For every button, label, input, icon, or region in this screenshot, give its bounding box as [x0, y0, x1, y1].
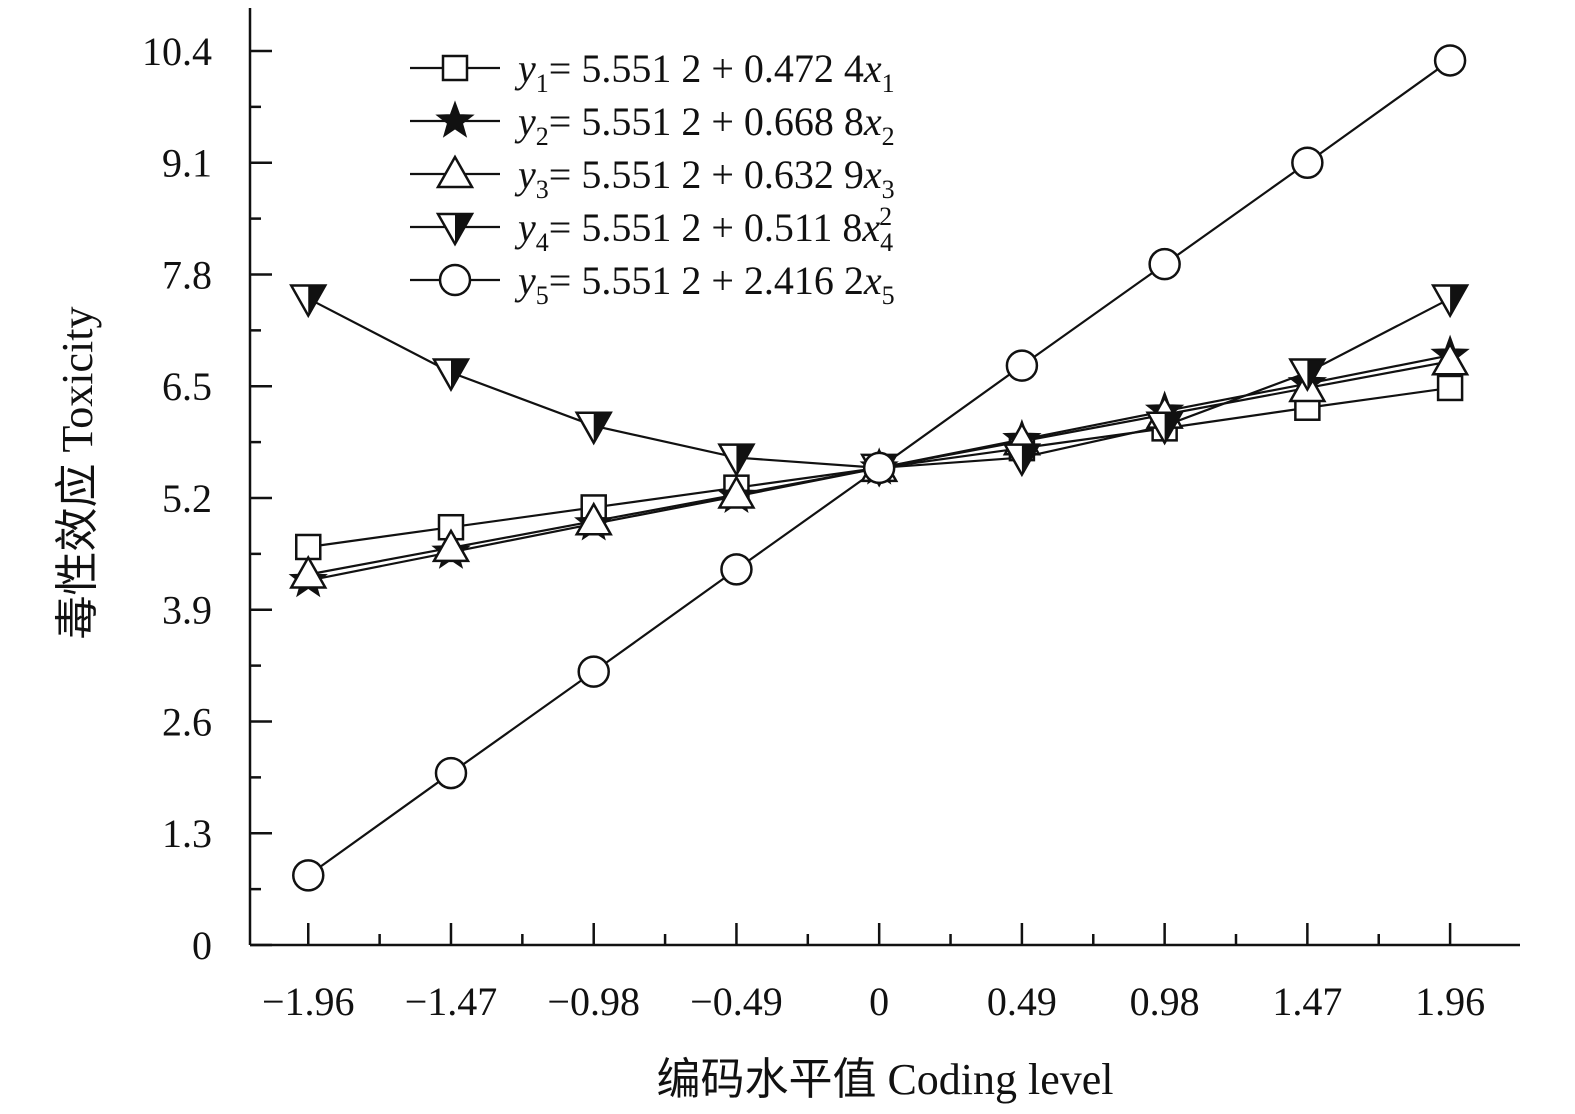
marker-outline	[574, 411, 613, 446]
legend-xsub: 5	[882, 281, 895, 310]
legend-xsub: 2	[882, 122, 895, 151]
legend-text: = 5.551 2 + 0.668 8	[549, 99, 864, 144]
x-tick-label: −0.98	[547, 979, 640, 1024]
legend-xsub: 1	[882, 69, 895, 98]
legend-sub: 2	[536, 122, 549, 151]
legend-marker	[435, 154, 475, 189]
legend-xvar: x	[863, 46, 882, 91]
series-5-point	[577, 655, 610, 688]
legend-entry-3: y3= 5.551 2 + 0.632 9x3	[410, 152, 895, 204]
legend-xvar: x	[863, 152, 882, 197]
x-tick-label: 0	[869, 979, 889, 1024]
x-tick-label: 0.49	[987, 979, 1057, 1024]
legend-marker	[438, 263, 472, 297]
legend-xvar: x	[861, 205, 880, 250]
x-tick-label: −1.47	[405, 979, 498, 1024]
legend-xvar: x	[863, 258, 882, 303]
marker-outline	[1288, 358, 1327, 393]
series-5-point	[1291, 146, 1324, 179]
series-4-point	[431, 358, 471, 393]
series-4-point	[1288, 358, 1327, 393]
legend-label: y4= 5.551 2 + 0.511 8x42	[514, 202, 893, 257]
legend-entry-1: y1= 5.551 2 + 0.472 4x1	[410, 46, 895, 98]
series-4-point	[1002, 443, 1042, 478]
legend-var: y	[514, 258, 536, 303]
series-4-point	[289, 284, 328, 319]
y-tick-label: 9.1	[162, 141, 212, 186]
y-tick-label: 6.5	[162, 364, 212, 409]
x-tick-label: −0.49	[690, 979, 783, 1024]
legend-xvar: x	[863, 99, 882, 144]
series-markers	[288, 44, 1470, 892]
marker-outline	[1430, 284, 1470, 319]
y-tick-label: 2.6	[162, 699, 212, 744]
marker-outline	[1002, 443, 1042, 478]
marker-outline	[431, 358, 471, 393]
x-tick-label: 0.98	[1130, 979, 1200, 1024]
legend-xsub: 3	[882, 175, 895, 204]
legend-label: y2= 5.551 2 + 0.668 8x2	[514, 99, 895, 151]
y-tick-label: 7.8	[162, 252, 212, 297]
legend-sub: 1	[536, 69, 549, 98]
marker-outline	[289, 284, 328, 319]
series-5-point	[1005, 349, 1039, 382]
legend-var: y	[514, 205, 536, 250]
legend-entry-4: y4= 5.551 2 + 0.511 8x42	[410, 202, 893, 257]
legend-text: = 5.551 2 + 0.511 8	[549, 205, 863, 250]
legend-text: = 5.551 2 + 0.632 9	[549, 152, 864, 197]
legend-sub: 4	[536, 228, 549, 257]
marker-outline	[1145, 411, 1184, 446]
marker-outline	[717, 443, 756, 478]
y-tick-label: 5.2	[162, 476, 212, 521]
legend-label: y1= 5.551 2 + 0.472 4x1	[514, 46, 895, 98]
legend-entry-5: y5= 5.551 2 + 2.416 2x5	[410, 258, 895, 310]
legend-marker	[435, 212, 475, 247]
y-tick-label: 0	[192, 923, 212, 968]
series-4-point	[1430, 284, 1470, 319]
series-4-point	[574, 411, 613, 446]
series-4-point	[1145, 411, 1184, 446]
x-tick-label: −1.96	[262, 979, 355, 1024]
x-axis-title: 编码水平值 Coding level	[656, 1055, 1113, 1104]
series-5-point	[1148, 247, 1181, 281]
y-tick-label: 10.4	[142, 29, 212, 74]
x-tick-label: 1.96	[1415, 979, 1485, 1024]
x-tick-label: 1.47	[1272, 979, 1342, 1024]
legend-sub: 5	[536, 281, 549, 310]
series-5-point	[1433, 44, 1467, 77]
series-5-point	[720, 553, 753, 586]
legend-text: = 5.551 2 + 2.416 2	[549, 258, 864, 303]
series-5-point	[292, 859, 325, 892]
axes: 0 1.3 2.6 3.9 5.2 6.5 7.8 9.1 10.4 −1.96 −1.47 −0.9…	[142, 8, 1520, 1024]
series-3-point	[289, 554, 328, 589]
series-3-point	[431, 528, 471, 563]
legend-xsub: 4	[880, 228, 893, 257]
legend-label: y5= 5.551 2 + 2.416 2x5	[514, 258, 895, 310]
series-3-point	[1430, 341, 1470, 376]
series-4-point	[717, 443, 756, 478]
legend-var: y	[514, 46, 536, 91]
legend-entry-2: y2= 5.551 2 + 0.668 8x2	[410, 99, 895, 151]
legend-var: y	[514, 99, 536, 144]
marker-outline	[435, 212, 475, 247]
legend-marker	[435, 100, 475, 138]
series-3-point	[574, 501, 613, 536]
legend-var: y	[514, 152, 536, 197]
legend-label: y3= 5.551 2 + 0.632 9x3	[514, 152, 895, 204]
legend-sub: 3	[536, 175, 549, 204]
legend-text: = 5.551 2 + 0.472 4	[549, 46, 864, 91]
legend-marker	[441, 54, 469, 82]
series-4-line	[307, 297, 1451, 470]
series-5-point	[434, 756, 468, 790]
series-1-point	[1436, 374, 1464, 402]
series-5-point	[862, 451, 896, 485]
legend-sup: 2	[879, 202, 892, 231]
y-tick-label: 3.9	[162, 588, 212, 633]
y-tick-label: 1.3	[162, 811, 212, 856]
series-3-point	[717, 475, 756, 509]
y-axis-title: 毒性效应 Toxicity	[53, 306, 102, 639]
